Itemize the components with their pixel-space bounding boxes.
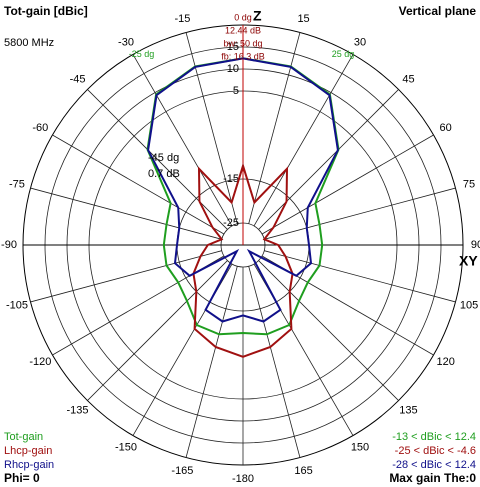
angle-tick-label: 120: [436, 356, 454, 368]
subtitle: Vertical plane: [399, 4, 477, 18]
grid-spoke: [87, 89, 228, 230]
angle-tick-label: -15: [174, 13, 190, 25]
angle-tick-label: -135: [67, 404, 89, 416]
angle-tick-label: 75: [463, 178, 475, 190]
angle-tick-label: 90: [471, 239, 480, 251]
angle-tick-label: -30: [118, 36, 134, 48]
angle-tick-label: 30: [354, 36, 366, 48]
grid-spoke: [248, 32, 301, 224]
r-tick-label: 5: [233, 85, 239, 97]
info-text: 0 dg: [234, 12, 252, 22]
angle-tick-label: 150: [351, 442, 369, 454]
angle-tick-label: 135: [399, 404, 417, 416]
legend-label: Tot-gain: [4, 431, 43, 443]
info-text: bw: 50 dg: [223, 38, 262, 48]
zenith-label: Z: [253, 8, 262, 24]
grid-spoke: [258, 260, 399, 401]
footer-left: Phi= 0: [4, 471, 40, 485]
horizon-label: XY: [459, 253, 478, 269]
legend-range: -25 < dBic < -4.6: [395, 445, 476, 457]
grid-spoke: [248, 266, 301, 458]
grid-spoke: [185, 32, 238, 224]
angle-tick-label: -90: [1, 239, 17, 251]
r-tick-label: 15: [227, 41, 239, 53]
grid-spoke: [30, 187, 222, 240]
r-tick-label: -25: [223, 217, 239, 229]
beam-marker: 25 dg: [332, 49, 355, 59]
angle-tick-label: -60: [32, 122, 48, 134]
angle-tick-label: 60: [440, 122, 452, 134]
grid-spoke: [185, 266, 238, 458]
angle-tick-label: -45: [70, 73, 86, 85]
grid-spoke: [264, 187, 456, 240]
grid-spoke: [132, 54, 233, 227]
legend-label: Rhcp-gain: [4, 459, 54, 471]
cursor-text: 0.7 dB: [148, 168, 180, 180]
beam-marker: -25 dg: [129, 49, 155, 59]
grid-spoke: [253, 54, 354, 227]
info-text: fb: 16.3 dB: [221, 51, 265, 61]
angle-tick-label: -150: [115, 442, 137, 454]
angle-tick-label: -180: [232, 473, 254, 485]
chart-title: Tot-gain [dBic]: [4, 4, 88, 18]
footer-right: Max gain The:0: [389, 471, 476, 485]
r-tick-label: -15: [223, 173, 239, 185]
legend-range: -28 < dBic < 12.4: [392, 459, 476, 471]
grid-spoke: [87, 260, 228, 401]
angle-tick-label: -165: [171, 465, 193, 477]
legend-range: -13 < dBic < 12.4: [392, 431, 476, 443]
pattern-curve: [147, 57, 339, 323]
angle-tick-label: -120: [29, 356, 51, 368]
angle-tick-label: -105: [6, 299, 28, 311]
grid-spoke: [52, 134, 225, 235]
angle-tick-label: 165: [294, 465, 312, 477]
angle-tick-label: 15: [297, 13, 309, 25]
r-tick-label: 10: [227, 63, 239, 75]
grid-spoke: [261, 134, 434, 235]
legend-label: Lhcp-gain: [4, 445, 52, 457]
angle-tick-label: -75: [9, 178, 25, 190]
cursor-text: -45 dg: [148, 152, 179, 164]
frequency: 5800 MHz: [4, 37, 54, 49]
grid-spoke: [30, 250, 222, 303]
angle-tick-label: 45: [402, 73, 414, 85]
info-text: 12.44 dB: [225, 25, 261, 35]
angle-tick-label: 105: [460, 299, 478, 311]
grid-spoke: [264, 250, 456, 303]
grid-spoke: [258, 89, 399, 230]
